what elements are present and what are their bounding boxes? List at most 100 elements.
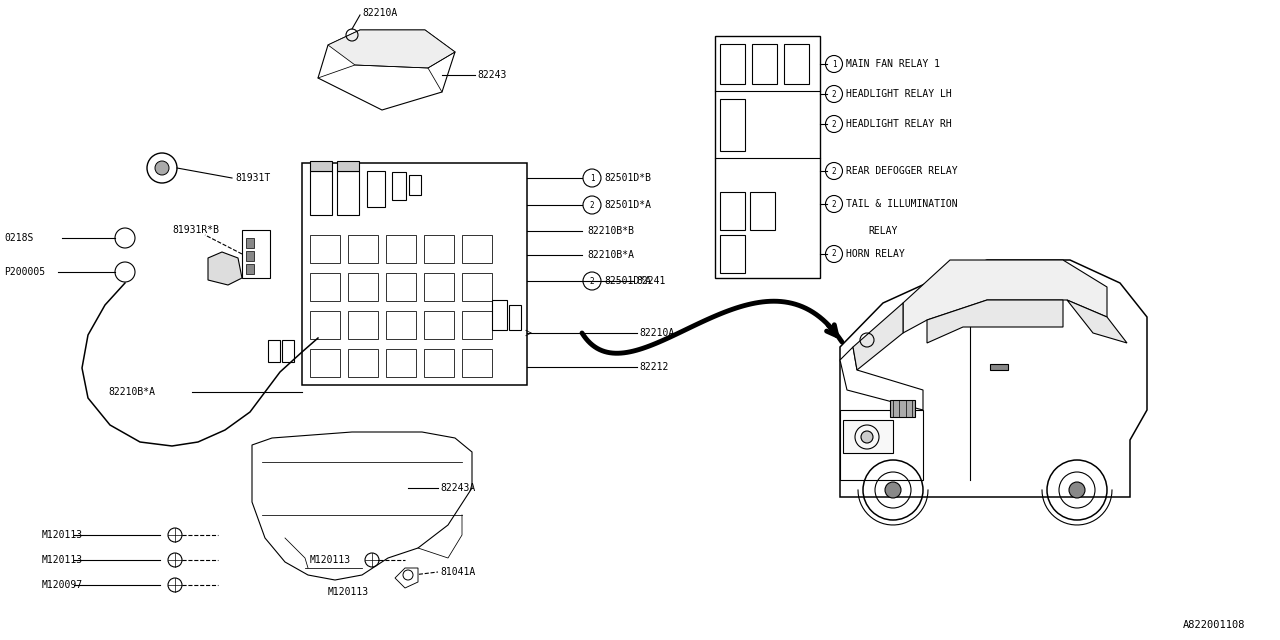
Bar [310, 235, 340, 263]
Bar [387, 235, 416, 263]
Bar [387, 273, 416, 301]
Text: 2: 2 [590, 200, 594, 209]
Polygon shape [317, 30, 454, 110]
Bar [367, 171, 385, 207]
Text: 82210A: 82210A [639, 328, 675, 338]
Bar [387, 311, 416, 339]
Text: 82212: 82212 [639, 362, 668, 372]
Bar [785, 44, 809, 84]
Text: 82210B*A: 82210B*A [108, 387, 155, 397]
Bar [410, 175, 421, 195]
Text: 82243A: 82243A [440, 483, 475, 493]
Text: 81931T: 81931T [236, 173, 270, 183]
Text: 81931R*B: 81931R*B [172, 225, 219, 235]
Bar [348, 349, 378, 377]
Bar [310, 273, 340, 301]
Text: 2: 2 [832, 90, 836, 99]
Bar [246, 238, 253, 248]
Text: 82501D*A: 82501D*A [604, 276, 652, 286]
Text: 2: 2 [832, 166, 836, 175]
Bar [246, 264, 253, 274]
Text: M120113: M120113 [310, 555, 351, 565]
Polygon shape [840, 410, 923, 480]
Text: M120113: M120113 [42, 530, 83, 540]
Bar [750, 192, 774, 230]
Bar [348, 273, 378, 301]
Circle shape [861, 431, 873, 443]
Bar [348, 311, 378, 339]
Bar [424, 273, 454, 301]
Text: 2: 2 [832, 120, 836, 129]
Bar [337, 161, 358, 171]
Text: A822001108: A822001108 [1183, 620, 1245, 630]
Text: M120097: M120097 [42, 580, 83, 590]
Text: 1: 1 [832, 60, 836, 68]
Circle shape [155, 161, 169, 175]
Bar [462, 235, 492, 263]
Bar [302, 163, 527, 385]
Bar [282, 340, 294, 362]
Text: 82210B*A: 82210B*A [588, 250, 634, 260]
Polygon shape [328, 30, 454, 68]
Text: 82210A: 82210A [362, 8, 397, 18]
Bar [310, 171, 332, 215]
Text: P200005: P200005 [4, 267, 45, 277]
Text: HORN RELAY: HORN RELAY [846, 249, 905, 259]
Bar [462, 349, 492, 377]
Bar [462, 273, 492, 301]
Bar [424, 235, 454, 263]
Text: 82241: 82241 [636, 276, 666, 286]
Text: 82501D*A: 82501D*A [604, 200, 652, 210]
Polygon shape [852, 303, 902, 370]
Text: TAIL & ILLUMINATION: TAIL & ILLUMINATION [846, 199, 957, 209]
Text: MAIN FAN RELAY 1: MAIN FAN RELAY 1 [846, 59, 940, 69]
Bar [721, 44, 745, 84]
Text: 2: 2 [832, 250, 836, 259]
Bar [310, 311, 340, 339]
Text: 82210B*B: 82210B*B [588, 226, 634, 236]
Text: 0218S: 0218S [4, 233, 33, 243]
Polygon shape [252, 432, 472, 580]
Text: M120113: M120113 [328, 587, 369, 597]
Polygon shape [1068, 300, 1126, 343]
Polygon shape [396, 568, 419, 588]
Bar [337, 171, 358, 215]
Text: REAR DEFOGGER RELAY: REAR DEFOGGER RELAY [846, 166, 957, 176]
Bar [348, 235, 378, 263]
Bar [242, 230, 270, 278]
Bar [721, 235, 745, 273]
Text: 2: 2 [832, 200, 836, 209]
Text: 82243: 82243 [477, 70, 507, 80]
Bar [246, 251, 253, 261]
Polygon shape [840, 347, 923, 410]
Bar [424, 349, 454, 377]
Text: 82501D*B: 82501D*B [604, 173, 652, 183]
Bar [392, 172, 406, 200]
Text: 1: 1 [590, 173, 594, 182]
Circle shape [1069, 482, 1085, 498]
Polygon shape [890, 400, 915, 417]
Bar [462, 311, 492, 339]
Text: 2: 2 [590, 276, 594, 285]
Polygon shape [844, 420, 893, 453]
Bar [753, 44, 777, 84]
Text: 81041A: 81041A [440, 567, 475, 577]
Bar [989, 364, 1009, 370]
Polygon shape [209, 252, 242, 285]
Bar [509, 305, 521, 330]
Bar [721, 192, 745, 230]
Bar [424, 311, 454, 339]
Bar [721, 99, 745, 151]
Text: RELAY: RELAY [868, 226, 897, 236]
Polygon shape [927, 300, 1062, 343]
Bar [268, 340, 280, 362]
Text: M120113: M120113 [42, 555, 83, 565]
Bar [716, 36, 820, 278]
Text: HEADLIGHT RELAY LH: HEADLIGHT RELAY LH [846, 89, 952, 99]
Polygon shape [840, 260, 1147, 497]
Polygon shape [902, 260, 1107, 333]
Bar [387, 349, 416, 377]
Bar [310, 349, 340, 377]
Bar [492, 300, 507, 330]
Text: HEADLIGHT RELAY RH: HEADLIGHT RELAY RH [846, 119, 952, 129]
